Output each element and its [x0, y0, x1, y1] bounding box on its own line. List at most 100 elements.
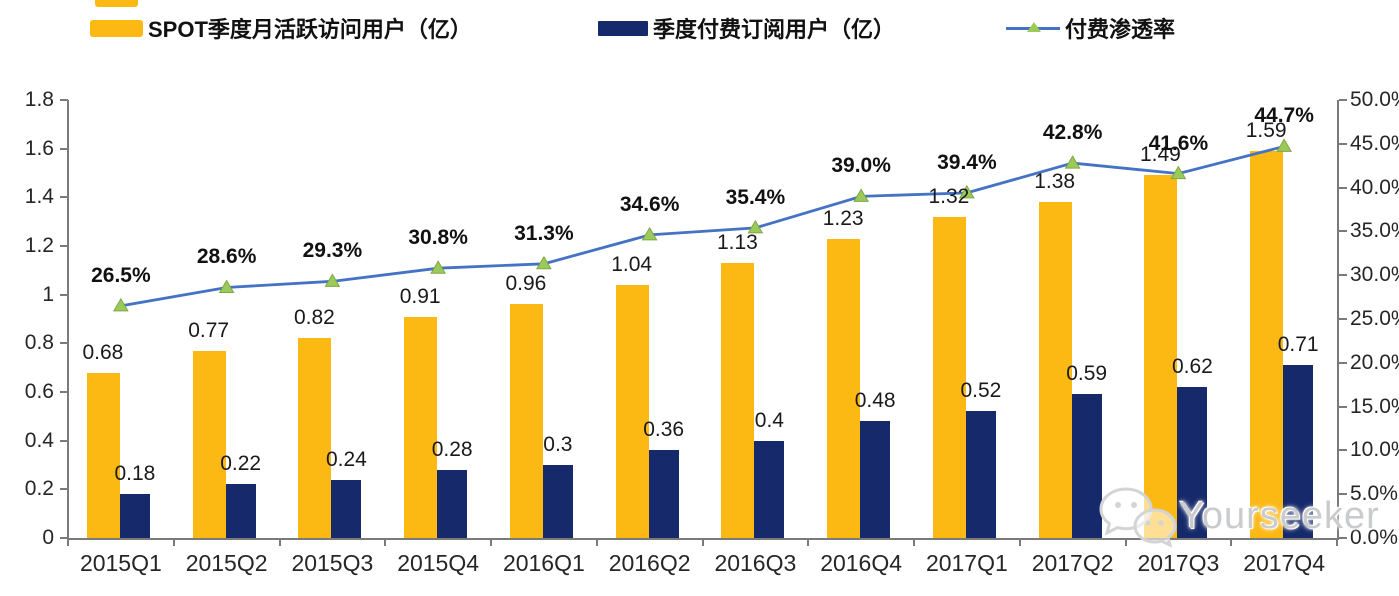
bar-subs [542, 465, 573, 538]
left-axis-tick [60, 147, 68, 150]
left-axis-tick-label: 1 [42, 282, 54, 306]
subs-legend-label: 季度付费订阅用户（亿） [653, 17, 896, 42]
x-axis-tick [67, 538, 69, 546]
left-axis-tick-label: 0.4 [24, 428, 54, 452]
left-axis-tick-label: 0 [42, 526, 54, 549]
line-marker [218, 279, 235, 293]
subs-value-label: 0.22 [220, 452, 262, 476]
subs-value-label: 0.59 [1066, 362, 1108, 386]
line-marker [430, 260, 446, 274]
line-marker [536, 255, 552, 270]
subs-value-label: 0.48 [854, 389, 896, 413]
mau-value-label: 1.49 [1139, 143, 1181, 167]
right-axis-tick [1339, 186, 1347, 189]
bar-mau [827, 238, 861, 538]
bar-subs [965, 411, 996, 538]
right-axis-tick [1339, 318, 1347, 320]
mau-legend-swatch [90, 19, 143, 37]
left-axis-tick-label: 1.4 [24, 185, 54, 209]
mau-value-label: 0.82 [293, 306, 335, 330]
left-axis-tick [60, 537, 68, 539]
left-axis-tick [60, 245, 68, 247]
right-axis-tick-label: 5.0% [1350, 482, 1398, 506]
right-axis-line [1337, 100, 1339, 538]
x-category-label: 2016Q3 [714, 550, 797, 576]
penetration-legend-label: 付费渗透率 [1065, 17, 1176, 42]
cropped-yellow-shape [95, 0, 138, 7]
x-axis-tick [1018, 538, 1021, 546]
x-category-label: 2017Q4 [1243, 550, 1326, 576]
triangle-marker-icon [1027, 22, 1041, 32]
bar-subs [1283, 365, 1314, 538]
subs-value-label: 0.52 [960, 379, 1002, 403]
right-axis-tick [1339, 361, 1347, 364]
left-axis-tick-label: 0.2 [24, 477, 54, 501]
right-axis-tick-label: 20.0% [1350, 350, 1399, 374]
subs-value-label: 0.62 [1171, 355, 1213, 379]
right-axis-tick [1339, 537, 1347, 539]
bar-mau [509, 304, 543, 538]
left-axis-tick-label: 1.8 [24, 88, 54, 111]
mau-value-label: 1.59 [1245, 119, 1287, 143]
x-axis-tick [384, 538, 387, 546]
line-marker [959, 184, 975, 199]
right-axis-tick [1339, 274, 1347, 277]
line-marker [324, 273, 341, 287]
right-axis-tick-label: 10.0% [1350, 438, 1399, 462]
x-category-label: 2015Q3 [291, 550, 374, 576]
x-category-label: 2017Q2 [1031, 550, 1114, 576]
mau-value-label: 1.23 [822, 206, 864, 230]
subs-value-label: 0.18 [114, 462, 156, 486]
bar-mau [615, 284, 649, 538]
right-axis-tick-label: 45.0% [1350, 131, 1399, 155]
bar-subs [437, 469, 468, 538]
bar-mau [298, 338, 332, 538]
wechat-icon [1099, 487, 1177, 548]
penetration-line [120, 145, 1285, 308]
x-axis-tick [1230, 538, 1233, 546]
line-marker [1064, 155, 1081, 169]
right-axis-tick-label: 15.0% [1350, 394, 1399, 418]
left-axis-tick [60, 99, 68, 101]
line-marker [1170, 165, 1187, 180]
bar-subs [1177, 387, 1208, 538]
line-marker [747, 219, 764, 234]
subs-value-label: 0.24 [325, 447, 367, 471]
x-axis-tick [1124, 538, 1127, 546]
mau-value-label: 1.13 [716, 231, 758, 255]
bar-mau [721, 263, 755, 538]
bar-subs [754, 440, 785, 538]
subs-value-label: 0.28 [431, 437, 473, 461]
bar-mau [1250, 151, 1284, 538]
x-axis-tick [1336, 538, 1338, 546]
bar-mau [932, 216, 966, 538]
right-axis-tick [1339, 405, 1347, 408]
x-axis-tick [701, 538, 704, 546]
subs-value-label: 0.3 [543, 433, 573, 456]
bar-subs [225, 484, 256, 538]
legend-item-subs: 季度付费订阅用户（亿） [598, 16, 895, 42]
left-axis-tick [60, 342, 68, 345]
x-axis-tick [490, 538, 492, 546]
x-category-label: 2016Q1 [502, 550, 585, 576]
right-axis-tick-label: 35.0% [1350, 219, 1399, 243]
mau-value-label: 1.38 [1034, 170, 1076, 194]
bar-subs [119, 494, 150, 538]
penetration-value-label: 31.3% [514, 221, 574, 245]
x-category-label: 2015Q2 [185, 550, 268, 576]
line-marker [1276, 138, 1293, 152]
bar-mau [1144, 175, 1178, 538]
penetration-value-label: 39.4% [937, 150, 997, 174]
x-axis-tick [595, 538, 598, 546]
penetration-value-label: 41.6% [1148, 131, 1209, 155]
x-category-label: 2016Q2 [608, 550, 691, 576]
subs-value-label: 0.71 [1277, 333, 1319, 357]
left-axis-tick-label: 0.8 [24, 331, 54, 355]
x-category-label: 2017Q1 [925, 550, 1008, 576]
x-axis-tick [278, 538, 281, 546]
watermark: Yourseeker [1095, 483, 1380, 549]
penetration-value-label: 39.0% [831, 154, 891, 178]
penetration-value-label: 42.8% [1042, 121, 1103, 145]
